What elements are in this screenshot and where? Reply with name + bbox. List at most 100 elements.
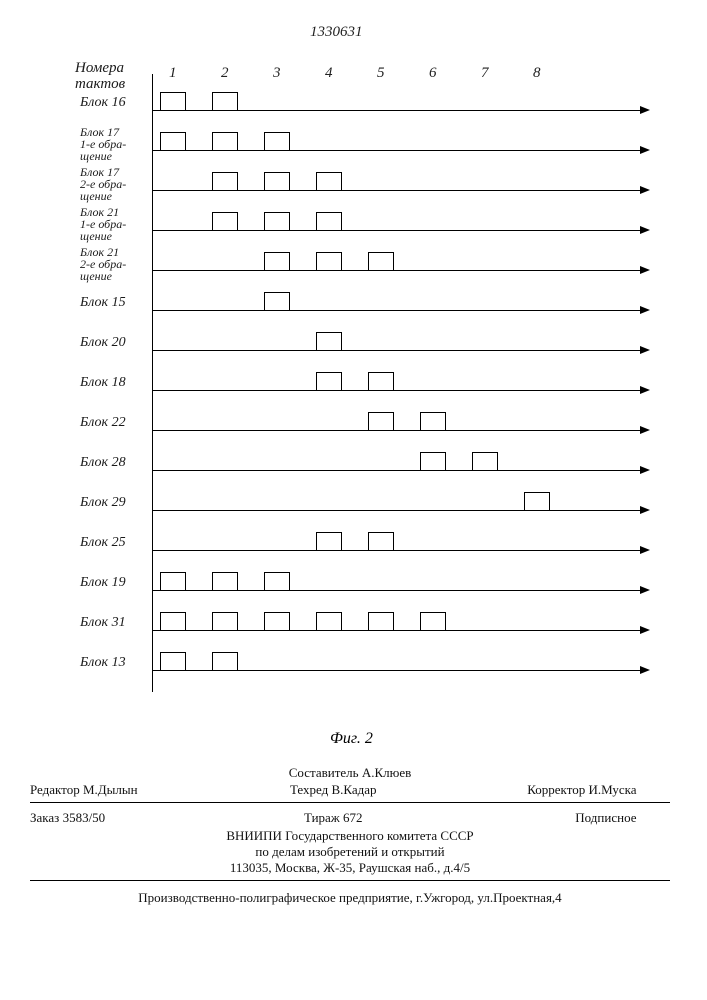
arrow-icon xyxy=(640,226,650,234)
pulse xyxy=(212,572,238,590)
pulse xyxy=(160,92,186,110)
tick-label: 5 xyxy=(377,65,385,82)
pulse xyxy=(264,292,290,310)
pulse xyxy=(212,132,238,150)
figure-caption: Фиг. 2 xyxy=(330,730,373,748)
pulse xyxy=(264,212,290,230)
pulse xyxy=(316,332,342,350)
arrow-icon xyxy=(640,306,650,314)
baseline xyxy=(152,390,640,391)
row-label: Блок 19 xyxy=(80,576,126,590)
tech-name: В.Кадар xyxy=(331,782,376,797)
baseline xyxy=(152,670,640,671)
pulse xyxy=(316,372,342,390)
tick-label: 8 xyxy=(533,65,541,82)
pulse xyxy=(160,132,186,150)
pulse xyxy=(316,612,342,630)
arrow-icon xyxy=(640,626,650,634)
pulse xyxy=(368,612,394,630)
arrow-icon xyxy=(640,146,650,154)
pulse xyxy=(160,612,186,630)
pulse xyxy=(420,612,446,630)
tirazh-label: Тираж xyxy=(304,810,340,825)
row-label: Блок 16 xyxy=(80,96,126,110)
row-label: Блок 29 xyxy=(80,496,126,510)
pulse xyxy=(264,252,290,270)
arrow-icon xyxy=(640,266,650,274)
pulse xyxy=(212,212,238,230)
baseline xyxy=(152,150,640,151)
tick-label: 6 xyxy=(429,65,437,82)
editor-label: Редактор xyxy=(30,782,80,797)
compiler-label: Составитель xyxy=(289,765,359,780)
axis-title-l2: тактов xyxy=(75,76,125,93)
pulse xyxy=(368,532,394,550)
row-label: Блок 20 xyxy=(80,336,126,350)
order-num: 3583/50 xyxy=(63,810,106,825)
tick-label: 7 xyxy=(481,65,489,82)
pulse xyxy=(524,492,550,510)
arrow-icon xyxy=(640,346,650,354)
pulse xyxy=(264,612,290,630)
baseline xyxy=(152,590,640,591)
baseline xyxy=(152,470,640,471)
row-label: Блок 18 xyxy=(80,376,126,390)
footer-org2: по делам изобретений и открытий xyxy=(30,844,670,860)
footer-addr1: 113035, Москва, Ж-35, Раушская наб., д.4… xyxy=(30,860,670,876)
baseline xyxy=(152,190,640,191)
row-label: Блок 13 xyxy=(80,656,126,670)
sign-label: Подписное xyxy=(575,810,636,825)
row-label: Блок 22 xyxy=(80,416,126,430)
row-label: Блок 28 xyxy=(80,456,126,470)
tick-label: 2 xyxy=(221,65,229,82)
arrow-icon xyxy=(640,586,650,594)
pulse xyxy=(264,572,290,590)
tick-label: 1 xyxy=(169,65,177,82)
tirazh-num: 672 xyxy=(343,810,363,825)
row-label: Блок 172-е обра-щение xyxy=(80,166,126,202)
compiler-name: А.Клюев xyxy=(362,765,411,780)
arrow-icon xyxy=(640,466,650,474)
pulse xyxy=(316,532,342,550)
pulse xyxy=(368,252,394,270)
pulse xyxy=(264,172,290,190)
pulse xyxy=(160,652,186,670)
arrow-icon xyxy=(640,506,650,514)
pulse xyxy=(420,412,446,430)
footer-org1: ВНИИПИ Государственного комитета СССР xyxy=(30,828,670,844)
axis-title-l1: Номера xyxy=(75,60,124,77)
order-label: Заказ xyxy=(30,810,59,825)
row-label: Блок 25 xyxy=(80,536,126,550)
row-label: Блок 31 xyxy=(80,616,126,630)
arrow-icon xyxy=(640,546,650,554)
tech-label: Техред xyxy=(290,782,328,797)
pulse xyxy=(472,452,498,470)
arrow-icon xyxy=(640,106,650,114)
baseline xyxy=(152,430,640,431)
editor-name: М.Дылын xyxy=(83,782,138,797)
row-label: Блок 211-е обра-щение xyxy=(80,206,126,242)
pulse xyxy=(212,92,238,110)
tick-label: 3 xyxy=(273,65,281,82)
arrow-icon xyxy=(640,386,650,394)
baseline xyxy=(152,270,640,271)
pulse xyxy=(420,452,446,470)
pulse xyxy=(316,212,342,230)
baseline xyxy=(152,510,640,511)
tick-label: 4 xyxy=(325,65,333,82)
footer-press: Производственно-полиграфическое предприя… xyxy=(30,890,670,906)
pulse xyxy=(316,252,342,270)
pulse xyxy=(212,652,238,670)
arrow-icon xyxy=(640,666,650,674)
page-root: 1330631 Номера тактов 12345678 Блок 16Бл… xyxy=(0,0,707,1000)
footer-order-row: Заказ 3583/50 Тираж 672 Подписное xyxy=(30,810,670,826)
pulse xyxy=(368,372,394,390)
row-label: Блок 171-е обра-щение xyxy=(80,126,126,162)
pulse xyxy=(212,172,238,190)
pulse xyxy=(160,572,186,590)
footer-hr-1 xyxy=(30,802,670,803)
corr-label: Корректор xyxy=(527,782,585,797)
baseline xyxy=(152,110,640,111)
baseline xyxy=(152,310,640,311)
footer-row-editors: Редактор М.Дылын Техред В.Кадар Корректо… xyxy=(30,782,670,798)
